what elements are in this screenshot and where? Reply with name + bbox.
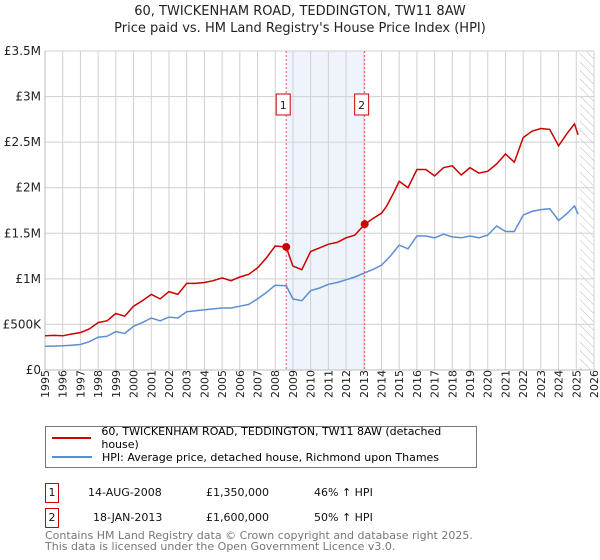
transaction-date: 18-JAN-2013 <box>93 511 163 524</box>
x-tick-label: 1995 <box>39 370 52 398</box>
x-tick-label: 2016 <box>411 370 424 398</box>
x-tick-label: 2011 <box>322 370 335 398</box>
x-tick-label: 2018 <box>446 370 459 398</box>
transaction-price: £1,350,000 <box>206 486 269 499</box>
x-tick-label: 2019 <box>464 370 477 398</box>
y-tick-label: £2.5M <box>4 135 41 149</box>
price-chart: 1995 1996 1997 1998 1999 2000 2001 2002 2003 2004… <box>3 44 600 398</box>
x-tick-label: 2024 <box>553 370 566 398</box>
footer: Contains HM Land Registry data © Crown c… <box>45 530 473 552</box>
transaction-row: 2 18-JAN-2013 £1,600,000 50% ↑ HPI <box>45 508 545 528</box>
chart-title: 60, TWICKENHAM ROAD, TEDDINGTON, TW11 8A… <box>134 4 466 19</box>
x-tick-label: 1997 <box>74 370 87 398</box>
x-tick-label: 2025 <box>570 370 583 398</box>
legend-swatch-red <box>52 437 92 439</box>
sale-badge <box>354 93 370 116</box>
x-tick-label: 2026 <box>588 370 600 398</box>
transaction-row: 1 14-AUG-2008 £1,350,000 46% ↑ HPI <box>45 483 545 503</box>
transaction-price: £1,600,000 <box>206 511 269 524</box>
x-tick-label: 2004 <box>198 370 211 398</box>
footer-copyright: Contains HM Land Registry data © Crown c… <box>45 529 473 542</box>
x-tick-label: 2020 <box>482 370 495 398</box>
y-tick-label: £500K <box>3 317 43 331</box>
x-tick-label: 2005 <box>216 370 229 398</box>
y-tick-label: £3M <box>15 90 41 104</box>
x-tick-label: 2008 <box>269 370 282 398</box>
chart-legend: 60, TWICKENHAM ROAD, TEDDINGTON, TW11 8A… <box>45 425 477 468</box>
property-price-line <box>44 122 579 337</box>
x-tick-label: 2002 <box>163 370 176 398</box>
x-tick-label: 2003 <box>181 370 194 398</box>
sale-badge-label: 1 <box>280 99 287 112</box>
x-tick-label: 2013 <box>358 370 371 398</box>
sale-badge <box>275 93 291 116</box>
chart-subtitle: Price paid vs. HM Land Registry's House … <box>114 21 486 36</box>
x-tick-label: 1996 <box>57 370 70 398</box>
y-tick-label: £1.5M <box>4 226 41 240</box>
x-tick-label: 2021 <box>499 370 512 398</box>
y-tick-label: £3.5M <box>4 44 41 58</box>
transaction-date: 14-AUG-2008 <box>88 486 162 499</box>
x-tick-label: 2010 <box>305 370 318 398</box>
future-hatch <box>579 51 594 370</box>
legend-label-hpi: HPI: Average price, detached house, Rich… <box>102 450 440 464</box>
x-tick-label: 2009 <box>287 370 300 398</box>
x-tick-label: 2014 <box>375 370 388 398</box>
hpi-line <box>44 204 579 348</box>
x-tick-label: 2023 <box>535 370 548 398</box>
legend-label-property: 60, TWICKENHAM ROAD, TEDDINGTON, TW11 8A… <box>101 425 442 451</box>
legend-item-property: 60, TWICKENHAM ROAD, TEDDINGTON, TW11 8A… <box>52 425 476 451</box>
legend-swatch-blue <box>52 456 92 458</box>
x-tick-label: 2001 <box>145 370 158 398</box>
x-tick-label: 2007 <box>252 370 265 398</box>
transaction-badge: 1 <box>45 483 59 503</box>
sale-badge-label: 2 <box>358 99 365 112</box>
sale-point <box>282 242 291 251</box>
x-tick-label: 1999 <box>110 370 123 398</box>
sale-point <box>360 220 369 229</box>
y-tick-label: £0 <box>26 363 41 377</box>
sale-period-shade <box>286 51 365 370</box>
x-tick-label: 2015 <box>393 370 406 398</box>
y-tick-label: £1M <box>15 272 41 286</box>
transaction-hpi: 46% ↑ HPI <box>314 486 373 499</box>
transaction-badge: 2 <box>45 508 59 528</box>
footer-licence: This data is licensed under the Open Gov… <box>45 540 396 553</box>
x-tick-label: 1998 <box>92 370 105 398</box>
legend-item-hpi: HPI: Average price, detached house, Rich… <box>52 449 439 465</box>
x-tick-label: 2022 <box>517 370 530 398</box>
y-tick-label: £2M <box>15 181 41 195</box>
x-tick-label: 2006 <box>234 370 247 398</box>
x-tick-label: 2000 <box>128 370 141 398</box>
x-tick-label: 2012 <box>340 370 353 398</box>
transaction-hpi: 50% ↑ HPI <box>314 511 373 524</box>
x-tick-label: 2017 <box>429 370 442 398</box>
